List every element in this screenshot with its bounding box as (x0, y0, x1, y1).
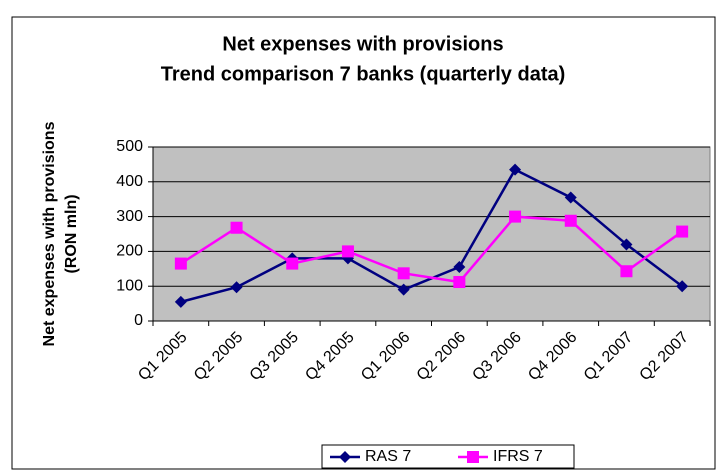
data-point (676, 280, 689, 293)
data-point (286, 257, 299, 270)
y-tick-label: 300 (116, 208, 143, 225)
legend-label: IFRS 7 (493, 448, 543, 465)
data-point (676, 225, 689, 238)
data-point (230, 281, 243, 294)
data-point (620, 265, 633, 278)
data-point (564, 214, 577, 227)
y-tick-label: 200 (116, 243, 143, 260)
data-point (174, 257, 187, 270)
data-point (341, 245, 354, 258)
y-axis-label: Net expenses with provisions (41, 121, 58, 346)
y-tick-label: 500 (116, 138, 143, 155)
legend-label: RAS 7 (365, 448, 411, 465)
data-point (453, 276, 466, 289)
legend (321, 444, 575, 469)
legend-marker (467, 451, 479, 463)
data-point (397, 283, 410, 296)
data-point (564, 191, 577, 204)
data-point (509, 210, 522, 223)
data-point (453, 261, 466, 274)
legend-marker (339, 451, 351, 463)
chart-title: Net expenses with provisions (222, 33, 503, 55)
data-point (620, 238, 633, 251)
series-line (180, 215, 683, 284)
data-point (174, 295, 187, 308)
y-tick-label: 100 (116, 277, 143, 294)
y-tick-label: 400 (116, 173, 143, 190)
chart-subtitle: Trend comparison 7 banks (quarterly data… (161, 63, 566, 85)
y-tick-label: 0 (134, 312, 143, 329)
data-point (230, 221, 243, 234)
data-point (397, 267, 410, 280)
data-point (509, 163, 522, 176)
plot-area (152, 146, 711, 322)
y-axis-label: (RON mln) (63, 194, 80, 273)
